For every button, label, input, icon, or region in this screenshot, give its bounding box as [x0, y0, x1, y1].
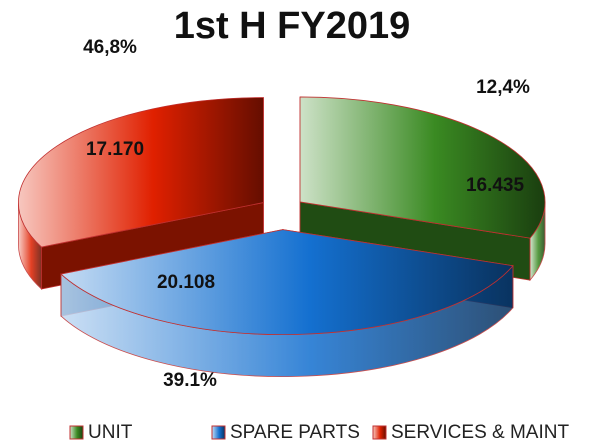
- legend-swatch: [372, 425, 387, 440]
- data-label: 17.170: [86, 139, 144, 160]
- legend-swatch: [69, 425, 84, 440]
- chart-title: 1st H FY2019: [174, 5, 411, 47]
- data-label: 20.108: [157, 272, 215, 293]
- pie-slice: [299, 96, 546, 239]
- pie-slice: [18, 97, 264, 248]
- percent-label: 39.1%: [163, 370, 217, 391]
- legend-label: UNIT: [88, 422, 133, 443]
- legend-swatch: [211, 425, 226, 440]
- data-label: 16.435: [466, 175, 525, 196]
- legend-label: SPARE PARTS: [230, 422, 360, 443]
- legend-label: SERVICES & MAINT: [391, 422, 569, 443]
- pie-slice: [60, 229, 514, 335]
- percent-label: 12,4%: [476, 77, 530, 98]
- percent-label: 46,8%: [83, 37, 137, 58]
